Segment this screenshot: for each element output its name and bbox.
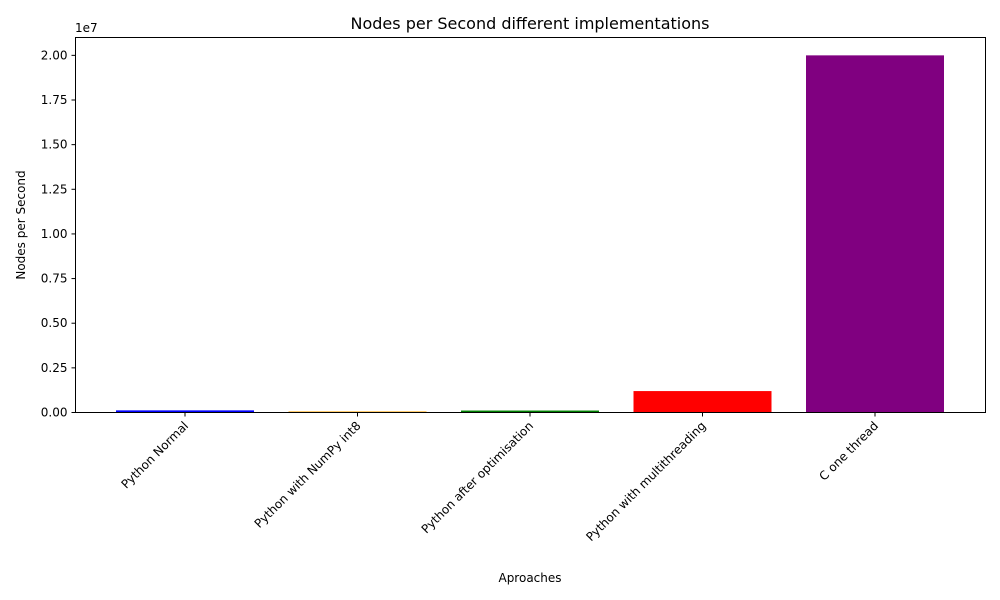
y-scale-label: 1e7 <box>75 21 98 35</box>
y-tick-label: 2.00 <box>41 48 68 62</box>
y-tick-label: 1.00 <box>41 227 68 241</box>
chart-title: Nodes per Second different implementatio… <box>351 14 710 33</box>
bar-2 <box>461 410 599 413</box>
y-tick-label: 0.00 <box>41 406 68 420</box>
y-tick-label: 1.50 <box>41 138 68 152</box>
x-tick-label: Python after optimisation <box>419 419 537 537</box>
bar-3 <box>633 391 772 413</box>
y-axis-ticks: 0.00 0.25 0.50 0.75 1.00 1.25 1.50 1.75 2.00 <box>41 48 76 420</box>
y-tick-label: 1.25 <box>41 182 68 196</box>
plot-frame <box>75 37 986 413</box>
y-tick-label: 0.75 <box>41 272 68 286</box>
x-tick-label: C one thread <box>816 419 881 484</box>
bar-0 <box>116 410 254 413</box>
x-tick-label: Python with multithreading <box>583 419 708 544</box>
x-tick-label: Python Normal <box>118 419 191 492</box>
bar-4 <box>806 55 944 413</box>
x-tick-label: Python with NumPy int8 <box>252 419 364 531</box>
y-tick-label: 0.25 <box>41 361 68 375</box>
x-axis-label: Aproaches <box>498 571 561 585</box>
x-axis-ticks: Python Normal Python with NumPy int8 Pytho… <box>118 412 881 544</box>
y-tick-label: 0.50 <box>41 316 68 330</box>
bar-1 <box>288 411 427 413</box>
bars-group <box>116 55 944 413</box>
y-tick-label: 1.75 <box>41 93 68 107</box>
y-axis-label: Nodes per Second <box>14 170 28 279</box>
